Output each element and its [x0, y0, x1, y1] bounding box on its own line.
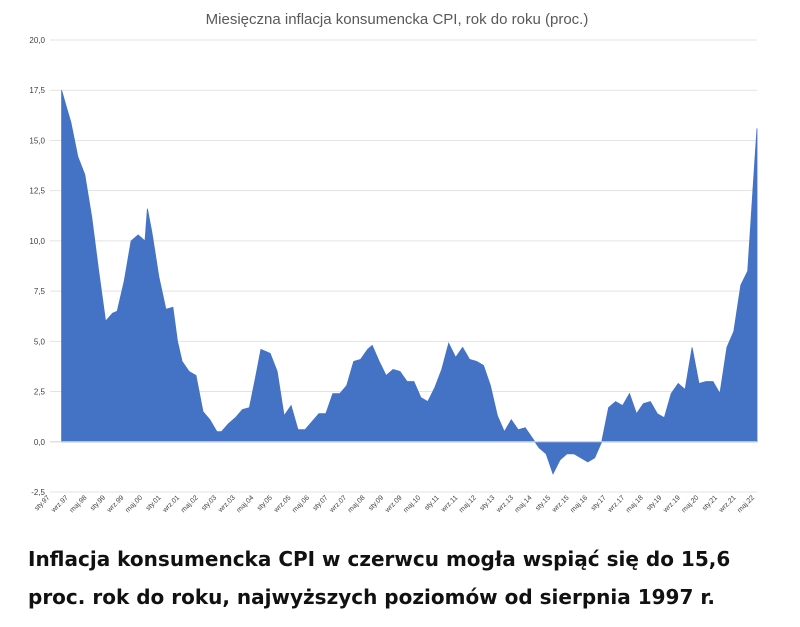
- y-tick-label: 5,0: [34, 337, 46, 346]
- x-tick-label: sty.15: [534, 494, 552, 512]
- x-tick-label: wrz.21: [717, 494, 737, 514]
- caption: Inflacja konsumencka CPI w czerwcu mogła…: [28, 547, 731, 609]
- x-tick-label: sty.17: [590, 494, 608, 512]
- x-tick-label: wrz.97: [50, 494, 70, 514]
- x-tick-label: maj.06: [291, 494, 311, 514]
- chart-title: Miesięczna inflacja konsumencka CPI, rok…: [206, 11, 589, 28]
- y-tick-label: 15,0: [29, 136, 45, 145]
- x-tick-label: wrz.05: [272, 494, 292, 514]
- x-tick-label: wrz.17: [606, 494, 626, 514]
- x-tick-label: wrz.09: [384, 494, 404, 514]
- x-tick-label: sty.11: [423, 494, 440, 511]
- chart: Miesięczna inflacja konsumencka CPI, rok…: [29, 11, 758, 515]
- x-tick-label: sty.07: [312, 494, 330, 512]
- x-tick-label: sty.09: [367, 494, 385, 512]
- x-tick-label: maj.22: [736, 494, 756, 514]
- x-tick-label: wrz.11: [440, 494, 460, 514]
- x-tick-label: wrz.03: [217, 494, 237, 514]
- x-tick-label: maj.08: [347, 494, 367, 514]
- x-tick-label: sty.19: [646, 494, 664, 512]
- x-tick-label: sty.97: [34, 494, 52, 512]
- y-tick-label: 7,5: [34, 287, 46, 296]
- x-tick-label: sty.03: [201, 494, 219, 512]
- cpi-area: [61, 90, 758, 475]
- x-tick-label: sty.99: [89, 494, 107, 512]
- y-tick-label: -2,5: [31, 488, 45, 497]
- x-tick-label: maj.12: [458, 494, 478, 514]
- x-tick-label: maj.98: [69, 494, 89, 514]
- x-tick-label: maj.10: [402, 494, 422, 514]
- x-tick-label: wrz.15: [550, 494, 570, 514]
- x-tick-label: maj.02: [180, 494, 200, 514]
- x-tick-label: maj.16: [569, 494, 589, 514]
- y-tick-label: 10,0: [29, 237, 45, 246]
- x-tick-label: sty.05: [256, 494, 274, 512]
- x-tick-label: wrz.07: [328, 494, 348, 514]
- x-tick-label: sty.21: [701, 494, 719, 512]
- y-tick-label: 0,0: [34, 438, 46, 447]
- x-tick-label: maj.18: [625, 494, 645, 514]
- y-axis: 20,0 17,5 15,0 12,5 10,0 7,5 5,0 2,5 0,0 -2,5: [29, 36, 45, 497]
- y-tick-label: 12,5: [29, 187, 45, 196]
- y-tick-label: 17,5: [29, 86, 45, 95]
- x-tick-label: maj.20: [681, 494, 701, 514]
- x-tick-label: maj.04: [236, 494, 256, 514]
- y-tick-label: 20,0: [29, 36, 45, 45]
- x-tick-label: wrz.01: [161, 494, 181, 514]
- y-tick-label: 2,5: [34, 388, 46, 397]
- x-tick-label: maj.00: [124, 494, 144, 514]
- x-tick-label: sty.01: [145, 494, 163, 512]
- x-tick-label: wrz.13: [495, 494, 515, 514]
- x-tick-label: sty.13: [479, 494, 497, 512]
- x-tick-label: wrz.99: [105, 494, 125, 514]
- x-tick-label: maj.14: [514, 494, 534, 514]
- x-tick-label: wrz.19: [662, 494, 682, 514]
